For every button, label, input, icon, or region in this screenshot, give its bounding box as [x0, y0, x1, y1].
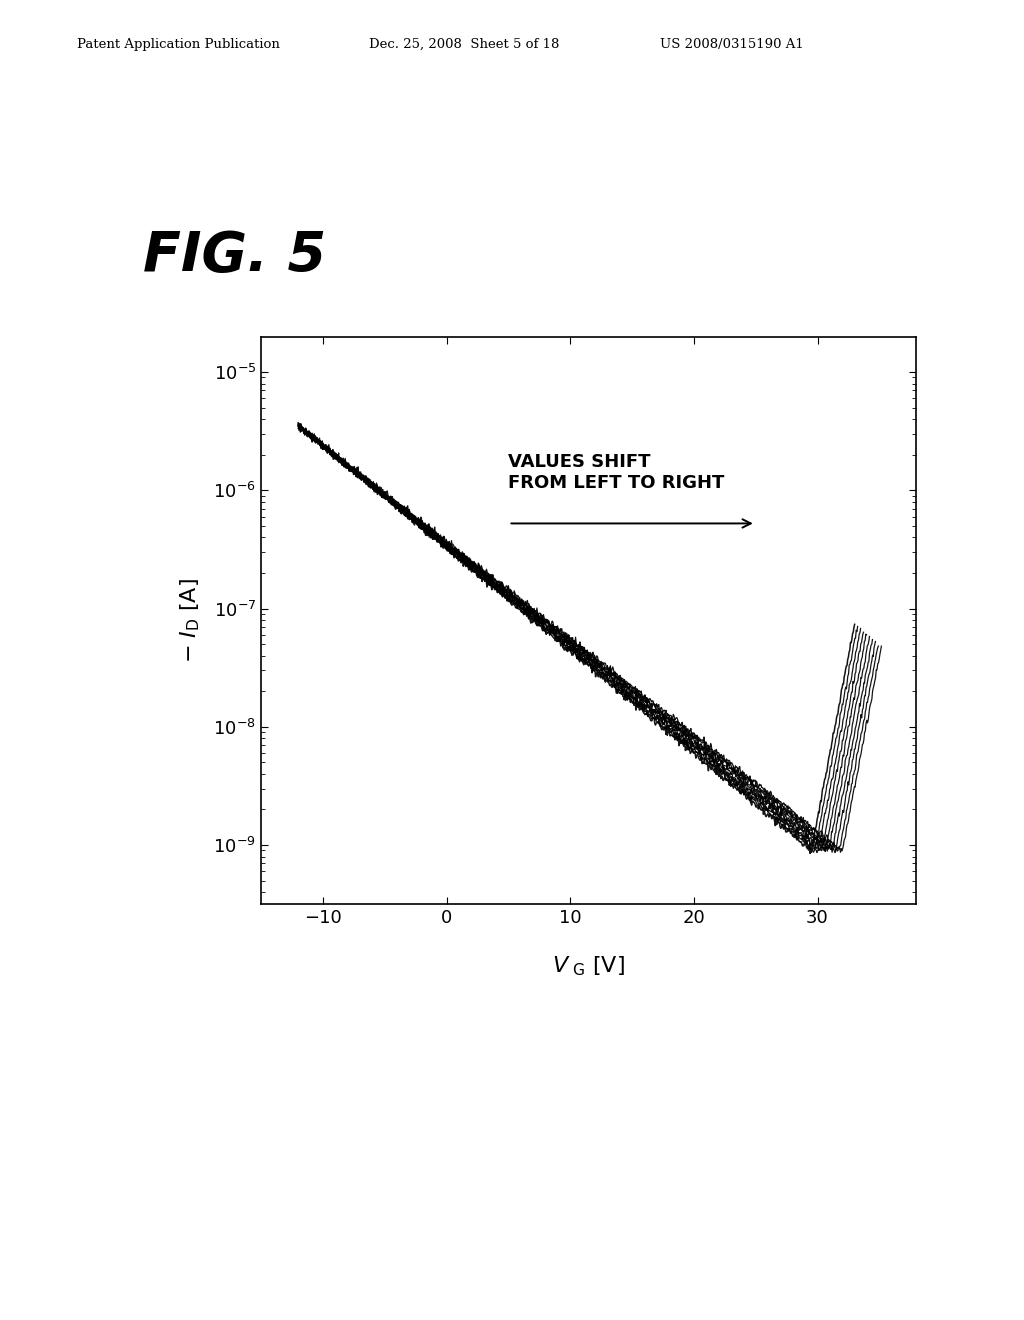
Text: US 2008/0315190 A1: US 2008/0315190 A1 [660, 37, 804, 50]
Text: Patent Application Publication: Patent Application Publication [77, 37, 280, 50]
Text: $V_{\ \mathrm{G}}\ \mathrm{[V]}$: $V_{\ \mathrm{G}}\ \mathrm{[V]}$ [552, 954, 626, 978]
Text: Dec. 25, 2008  Sheet 5 of 18: Dec. 25, 2008 Sheet 5 of 18 [369, 37, 559, 50]
Text: FIG. 5: FIG. 5 [143, 228, 327, 282]
Y-axis label: $-\ I_{\mathrm{D}}\ \mathrm{[A]}$: $-\ I_{\mathrm{D}}\ \mathrm{[A]}$ [179, 578, 203, 663]
Text: VALUES SHIFT
FROM LEFT TO RIGHT: VALUES SHIFT FROM LEFT TO RIGHT [509, 453, 725, 492]
